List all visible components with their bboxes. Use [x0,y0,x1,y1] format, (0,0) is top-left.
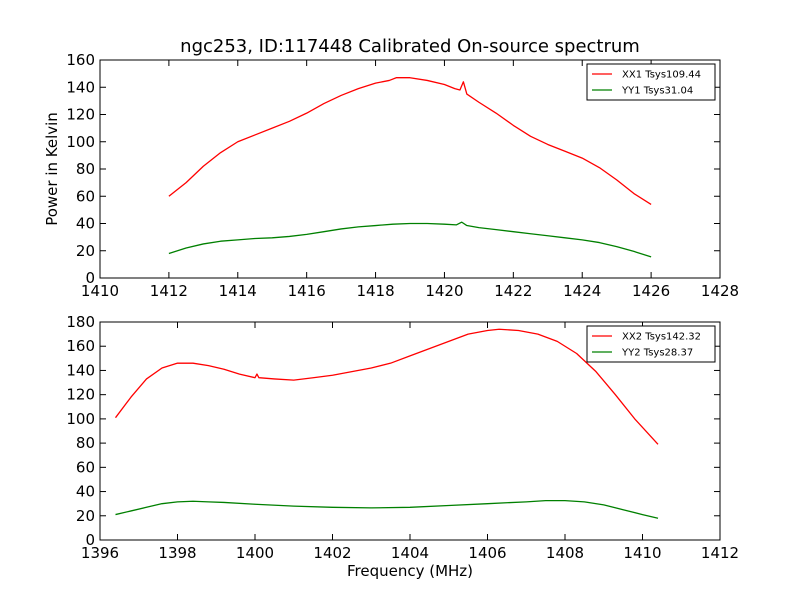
bottom-x-tick-label: 1412 [701,544,739,562]
top-plot-frame [99,59,721,279]
bottom-x-tick-label: 1396 [81,544,119,562]
bottom-legend-box [586,325,716,363]
top-y-tick-label: 120 [66,106,95,124]
top-x-tick-label: 1412 [150,282,188,300]
top-y-tick-label: 80 [76,160,95,178]
bottom-x-tick-label: 1400 [236,544,274,562]
y-axis-label: Power in Kelvin [43,112,61,226]
legend-label-xx2: XX2 Tsys142.32 [622,332,701,343]
legend-label-xx1: XX1 Tsys109.44 [622,70,701,81]
top-subplot: ngc253, ID:117448 Calibrated On-source s… [43,36,739,300]
bottom-subplot: 1396 1398 1400 1402 1404 1406 1408 1410 1412 0 20 4… [66,313,739,580]
chart-title: ngc253, ID:117448 Calibrated On-source s… [180,36,640,57]
top-x-tick-label: 1410 [81,282,119,300]
bottom-series-line-xx [114,328,659,445]
bottom-legend: XX2 Tsys142.32 YY2 Tsys28.37 [586,325,716,363]
top-series-line-yy [168,221,652,258]
bottom-y-tick-label: 160 [66,337,95,355]
top-y-tick-label: 40 [76,215,95,233]
bottom-y-tick-label: 40 [76,483,95,501]
bottom-x-tick-label: 1408 [546,544,584,562]
top-y-tick-label: 160 [66,51,95,69]
top-y-tick-label: 140 [66,78,95,96]
bottom-y-tick-label: 80 [76,434,95,452]
legend-label-yy2: YY2 Tsys28.37 [621,348,693,359]
top-x-tick-label: 1414 [219,282,257,300]
x-axis-label: Frequency (MHz) [347,562,473,580]
top-legend: XX1 Tsys109.44 YY1 Tsys31.04 [586,63,716,101]
legend-label-yy1: YY1 Tsys31.04 [621,86,693,97]
bottom-y-tick-label: 140 [66,361,95,379]
top-series-line-xx [168,77,652,205]
bottom-y-tick-label: 20 [76,507,95,525]
bottom-y-tick-label: 120 [66,386,95,404]
top-x-tick-label: 1418 [356,282,394,300]
bottom-x-tick-label: 1410 [623,544,661,562]
bottom-y-tick-label: 100 [66,410,95,428]
bottom-y-tick-label: 0 [85,531,95,549]
top-y-tick-label: 100 [66,133,95,151]
bottom-x-tick-label: 1406 [468,544,506,562]
top-plot-marks: 1410 1412 1414 1416 1418 1420 1422 1424 1426 1428… [66,51,739,300]
top-x-tick-label: 1422 [494,282,532,300]
bottom-series-line-yy [115,499,659,519]
bottom-x-tick-label: 1404 [391,544,429,562]
top-x-tick-label: 1424 [563,282,601,300]
top-x-tick-label: 1416 [288,282,326,300]
top-y-tick-label: 20 [76,242,95,260]
top-x-tick-label: 1420 [425,282,463,300]
bottom-plot-frame [99,321,721,541]
bottom-x-tick-label: 1402 [313,544,351,562]
bottom-x-tick-label: 1398 [158,544,196,562]
bottom-plot-marks: 1396 1398 1400 1402 1404 1406 1408 1410 1412 0 20 4… [66,313,739,562]
bottom-y-tick-label: 180 [66,313,95,331]
top-x-tick-label: 1428 [701,282,739,300]
top-x-tick-label: 1426 [632,282,670,300]
top-y-tick-label: 60 [76,187,95,205]
top-legend-box [586,63,716,101]
top-y-tick-label: 0 [85,269,95,287]
bottom-y-tick-label: 60 [76,458,95,476]
